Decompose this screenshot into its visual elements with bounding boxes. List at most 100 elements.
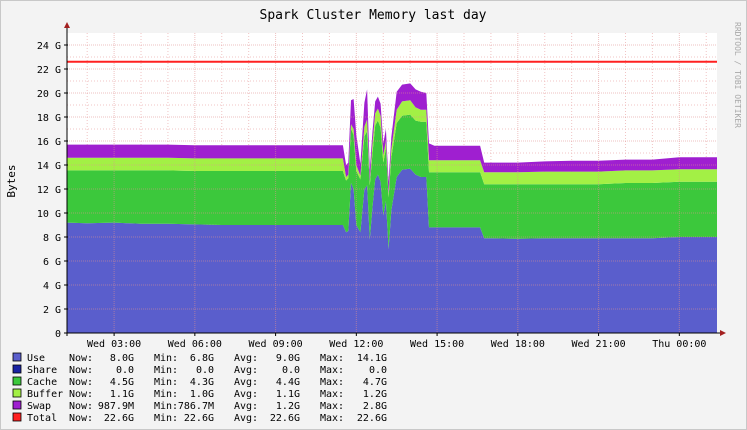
legend-now-label: Now: <box>69 389 93 400</box>
y-tick-label: 0 <box>55 329 61 340</box>
legend-min-label: Min: <box>154 413 178 424</box>
legend-avg: 1.2G <box>276 401 300 412</box>
legend-avg-label: Avg: <box>234 377 258 388</box>
legend-avg: 4.4G <box>276 377 300 388</box>
rrdtool-watermark: RRDTOOL / TOBI OETIKER <box>733 22 742 128</box>
legend-avg: 0.0 <box>282 365 300 376</box>
legend-avg: 9.0G <box>276 353 300 364</box>
legend-swatch <box>12 388 22 398</box>
legend-name: Share <box>27 365 57 376</box>
legend-name: Use <box>27 353 45 364</box>
legend-now-label: Now: <box>69 353 93 364</box>
legend-now-label: Now: <box>69 365 93 376</box>
legend-swatch <box>12 364 22 374</box>
y-tick-label: 12 G <box>37 185 61 196</box>
legend-name: Total <box>27 413 57 424</box>
legend-name: Cache <box>27 377 57 388</box>
y-tick-label: 14 G <box>37 161 61 172</box>
legend-now-label: Now: <box>69 413 93 424</box>
x-tick-label: Wed 15:00 <box>410 339 464 350</box>
major-grid <box>67 33 717 333</box>
chart-title: Spark Cluster Memory last day <box>260 8 487 23</box>
y-axis-label: Bytes <box>5 164 18 197</box>
legend-max: 4.7G <box>363 377 387 388</box>
legend-row-share: Share Now: 0.0 Min: 0.0 Avg: 0.0 Max: 0.0 <box>12 364 387 376</box>
legend-row-use: Use Now: 8.0G Min: 6.8G Avg: 9.0G Max: 14.1G <box>12 352 387 364</box>
legend-swatch <box>12 376 22 386</box>
legend-max-label: Max: <box>320 353 344 364</box>
x-tick-label: Wed 21:00 <box>571 339 625 350</box>
legend-min: 786.7M <box>178 401 214 412</box>
legend-max-label: Max: <box>320 401 344 412</box>
legend-min-label: Min: <box>154 389 178 400</box>
legend: Use Now: 8.0G Min: 6.8G Avg: 9.0G Max: 14.1G Shar… <box>12 352 387 424</box>
legend-max: 22.6G <box>357 413 387 424</box>
axes <box>64 22 726 336</box>
legend-name: Buffer <box>27 389 63 400</box>
legend-now: 1.1G <box>110 389 134 400</box>
legend-avg-label: Avg: <box>234 401 258 412</box>
legend-now-label: Now: <box>69 401 93 412</box>
legend-avg-label: Avg: <box>234 389 258 400</box>
legend-max-label: Max: <box>320 413 344 424</box>
legend-min: 6.8G <box>190 353 214 364</box>
legend-min: 22.6G <box>184 413 214 424</box>
legend-avg: 22.6G <box>270 413 300 424</box>
legend-min-label: Min: <box>154 377 178 388</box>
legend-max-label: Max: <box>320 377 344 388</box>
area-swap <box>67 83 717 194</box>
x-tick-label: Thu 00:00 <box>652 339 706 350</box>
legend-max: 1.2G <box>363 389 387 400</box>
x-tick-label: Wed 18:00 <box>491 339 545 350</box>
legend-min: 4.3G <box>190 377 214 388</box>
y-axis-arrow <box>64 22 70 28</box>
y-tick-label: 18 G <box>37 113 61 124</box>
y-tick-label: 2 G <box>43 305 61 316</box>
legend-max: 0.0 <box>369 365 387 376</box>
legend-avg-label: Avg: <box>234 365 258 376</box>
legend-row-swap: Swap Now: 987.9M Min: 786.7M Avg: 1.2G Max: 2.8G <box>12 400 387 412</box>
legend-max-label: Max: <box>320 389 344 400</box>
legend-swatch <box>12 412 22 422</box>
legend-swatch <box>12 352 22 362</box>
stacked-areas <box>67 83 717 333</box>
legend-max: 14.1G <box>357 353 387 364</box>
x-tick-label: Wed 12:00 <box>329 339 383 350</box>
legend-min-label: Min: <box>154 353 178 364</box>
x-tick-labels: Wed 03:00 Wed 06:00 Wed 09:00 Wed 12:00 Wed … <box>87 339 706 350</box>
x-axis-arrow <box>720 330 726 336</box>
legend-swatch <box>12 400 22 410</box>
area-buffer <box>67 100 717 198</box>
area-cache <box>67 114 717 249</box>
legend-min: 0.0 <box>196 365 214 376</box>
y-tick-label: 16 G <box>37 137 61 148</box>
legend-now: 987.9M <box>98 401 134 412</box>
legend-now-label: Now: <box>69 377 93 388</box>
x-tick-label: Wed 09:00 <box>248 339 302 350</box>
legend-row-buffer: Buffer Now: 1.1G Min: 1.0G Avg: 1.1G Max: 1.2G <box>12 388 387 400</box>
legend-now: 4.5G <box>110 377 134 388</box>
y-tick-label: 22 G <box>37 65 61 76</box>
legend-min-label: Min: <box>154 365 178 376</box>
legend-now: 22.6G <box>104 413 134 424</box>
area-use <box>67 168 717 333</box>
legend-row-cache: Cache Now: 4.5G Min: 4.3G Avg: 4.4G Max: 4.7G <box>12 376 387 388</box>
legend-now: 0.0 <box>116 365 134 376</box>
y-tick-label: 6 G <box>43 257 61 268</box>
legend-now: 8.0G <box>110 353 134 364</box>
legend-avg-label: Avg: <box>234 353 258 364</box>
legend-min-label: Min: <box>154 401 178 412</box>
y-tick-label: 20 G <box>37 89 61 100</box>
y-tick-label: 4 G <box>43 281 61 292</box>
legend-name: Swap <box>27 401 51 412</box>
y-tick-label: 24 G <box>37 41 61 52</box>
x-tick-label: Wed 03:00 <box>87 339 141 350</box>
x-tick-label: Wed 06:00 <box>168 339 222 350</box>
legend-max: 2.8G <box>363 401 387 412</box>
legend-avg-label: Avg: <box>234 413 258 424</box>
legend-avg: 1.1G <box>276 389 300 400</box>
y-tick-label: 10 G <box>37 209 61 220</box>
legend-row-total: Total Now: 22.6G Min: 22.6G Avg: 22.6G Max: 22.6… <box>12 412 387 424</box>
legend-min: 1.0G <box>190 389 214 400</box>
